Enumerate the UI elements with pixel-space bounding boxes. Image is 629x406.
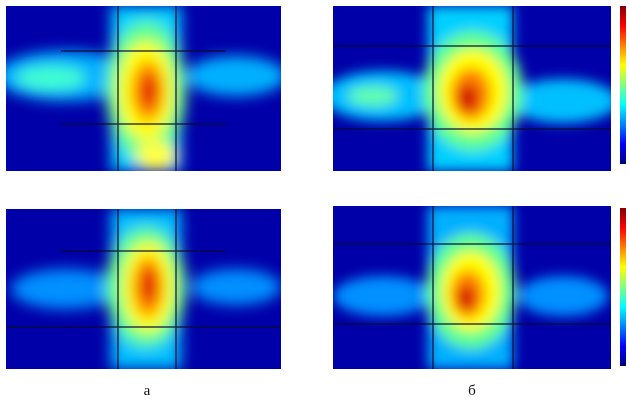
caption-b: б [468,383,476,399]
colorbar-top [620,6,626,164]
heatmap-panel-a-bottom [6,209,281,369]
caption-a: а [143,383,151,399]
heatmap-panel-a-top [6,6,281,171]
colorbar-bottom [620,208,626,366]
heatmap-panel-b-bottom [333,206,611,369]
heatmap-panel-b-top [333,6,611,171]
